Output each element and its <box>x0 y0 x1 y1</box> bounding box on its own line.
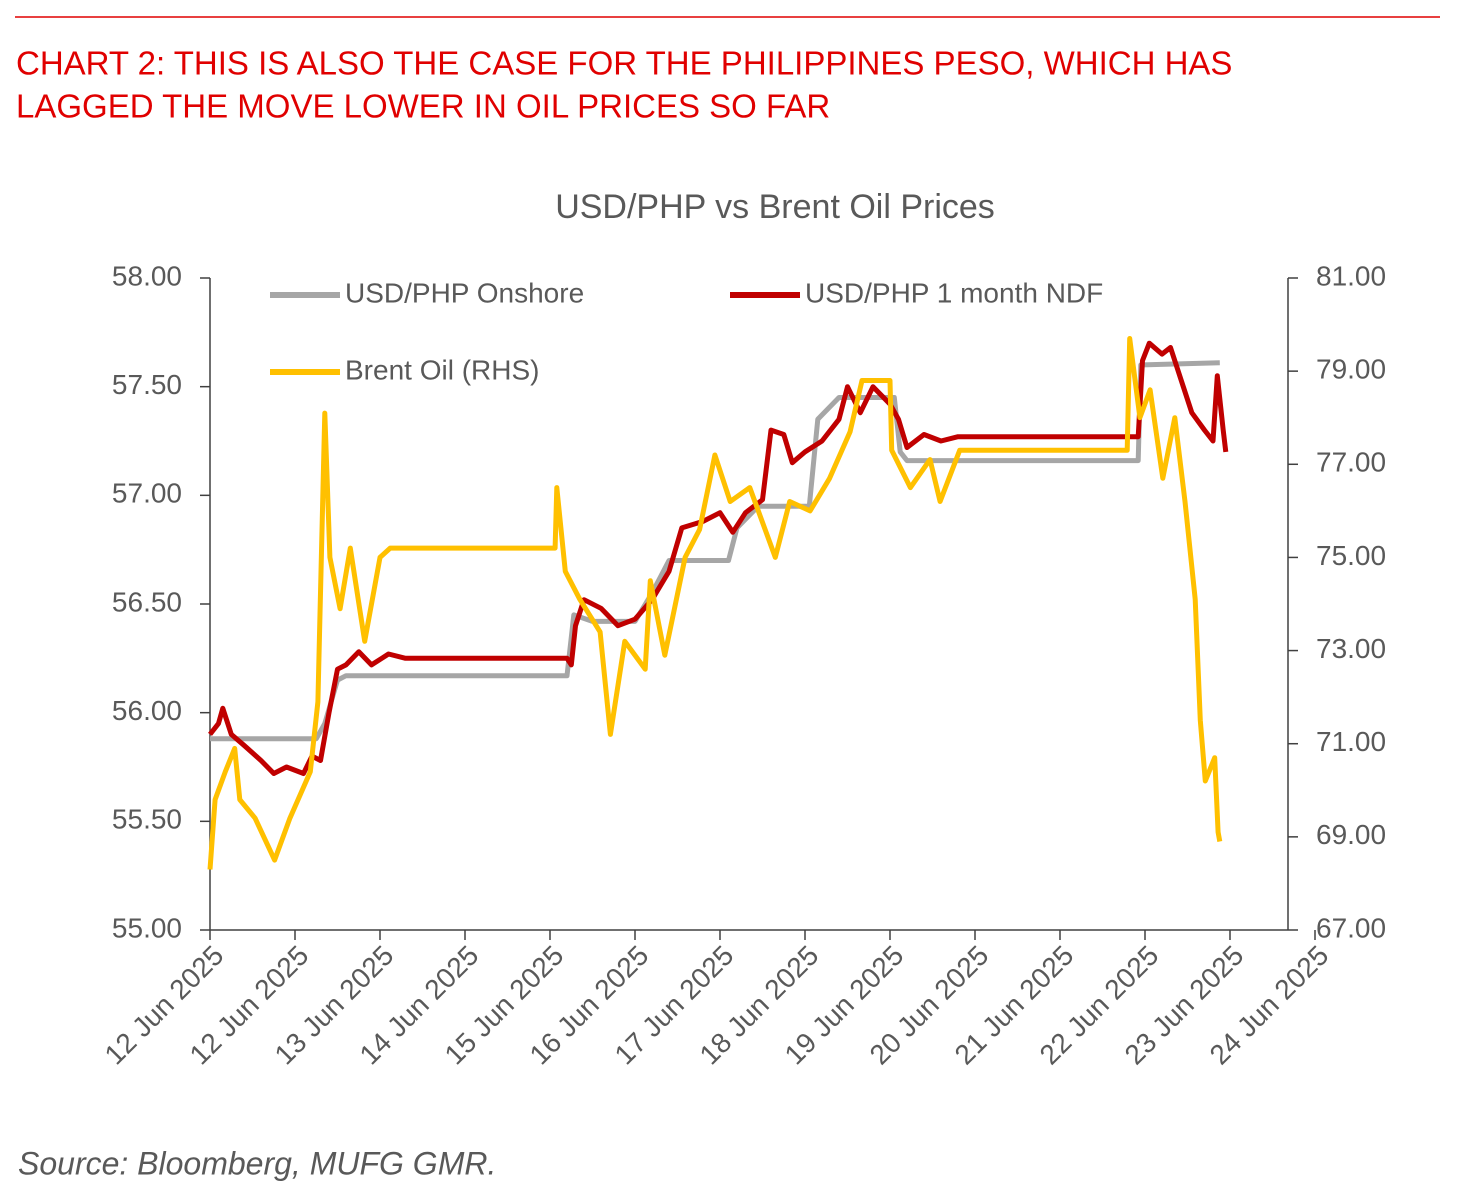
y-tick-label: 55.00 <box>112 912 182 943</box>
y2-tick-label: 81.00 <box>1316 260 1386 291</box>
y2-tick-label: 73.00 <box>1316 633 1386 664</box>
y-tick-label: 57.00 <box>112 478 182 509</box>
y2-tick-label: 79.00 <box>1316 354 1386 385</box>
y-tick-label: 56.50 <box>112 586 182 617</box>
legend-label: Brent Oil (RHS) <box>345 354 539 385</box>
y-tick-label: 56.00 <box>112 695 182 726</box>
source: Source: Bloomberg, MUFG GMR. <box>18 1145 496 1181</box>
legend-label: USD/PHP 1 month NDF <box>805 277 1103 308</box>
series-line <box>210 360 1220 742</box>
y2-tick-label: 71.00 <box>1316 726 1386 757</box>
header-title: LAGGED THE MOVE LOWER IN OIL PRICES SO F… <box>16 88 830 125</box>
chart-title: USD/PHP vs Brent Oil Prices <box>555 188 995 226</box>
y-tick-label: 55.50 <box>112 804 182 835</box>
y-tick-label: 57.50 <box>112 369 182 400</box>
y2-tick-label: 75.00 <box>1316 540 1386 571</box>
y2-tick-label: 67.00 <box>1316 912 1386 943</box>
y2-tick-label: 77.00 <box>1316 447 1386 478</box>
series-line <box>208 340 1229 776</box>
legend-label: USD/PHP Onshore <box>345 277 584 308</box>
y-tick-label: 58.00 <box>112 260 182 291</box>
series-line <box>207 336 1223 870</box>
header-title: CHART 2: THIS IS ALSO THE CASE FOR THE P… <box>16 45 1232 82</box>
y2-tick-label: 69.00 <box>1316 819 1386 850</box>
